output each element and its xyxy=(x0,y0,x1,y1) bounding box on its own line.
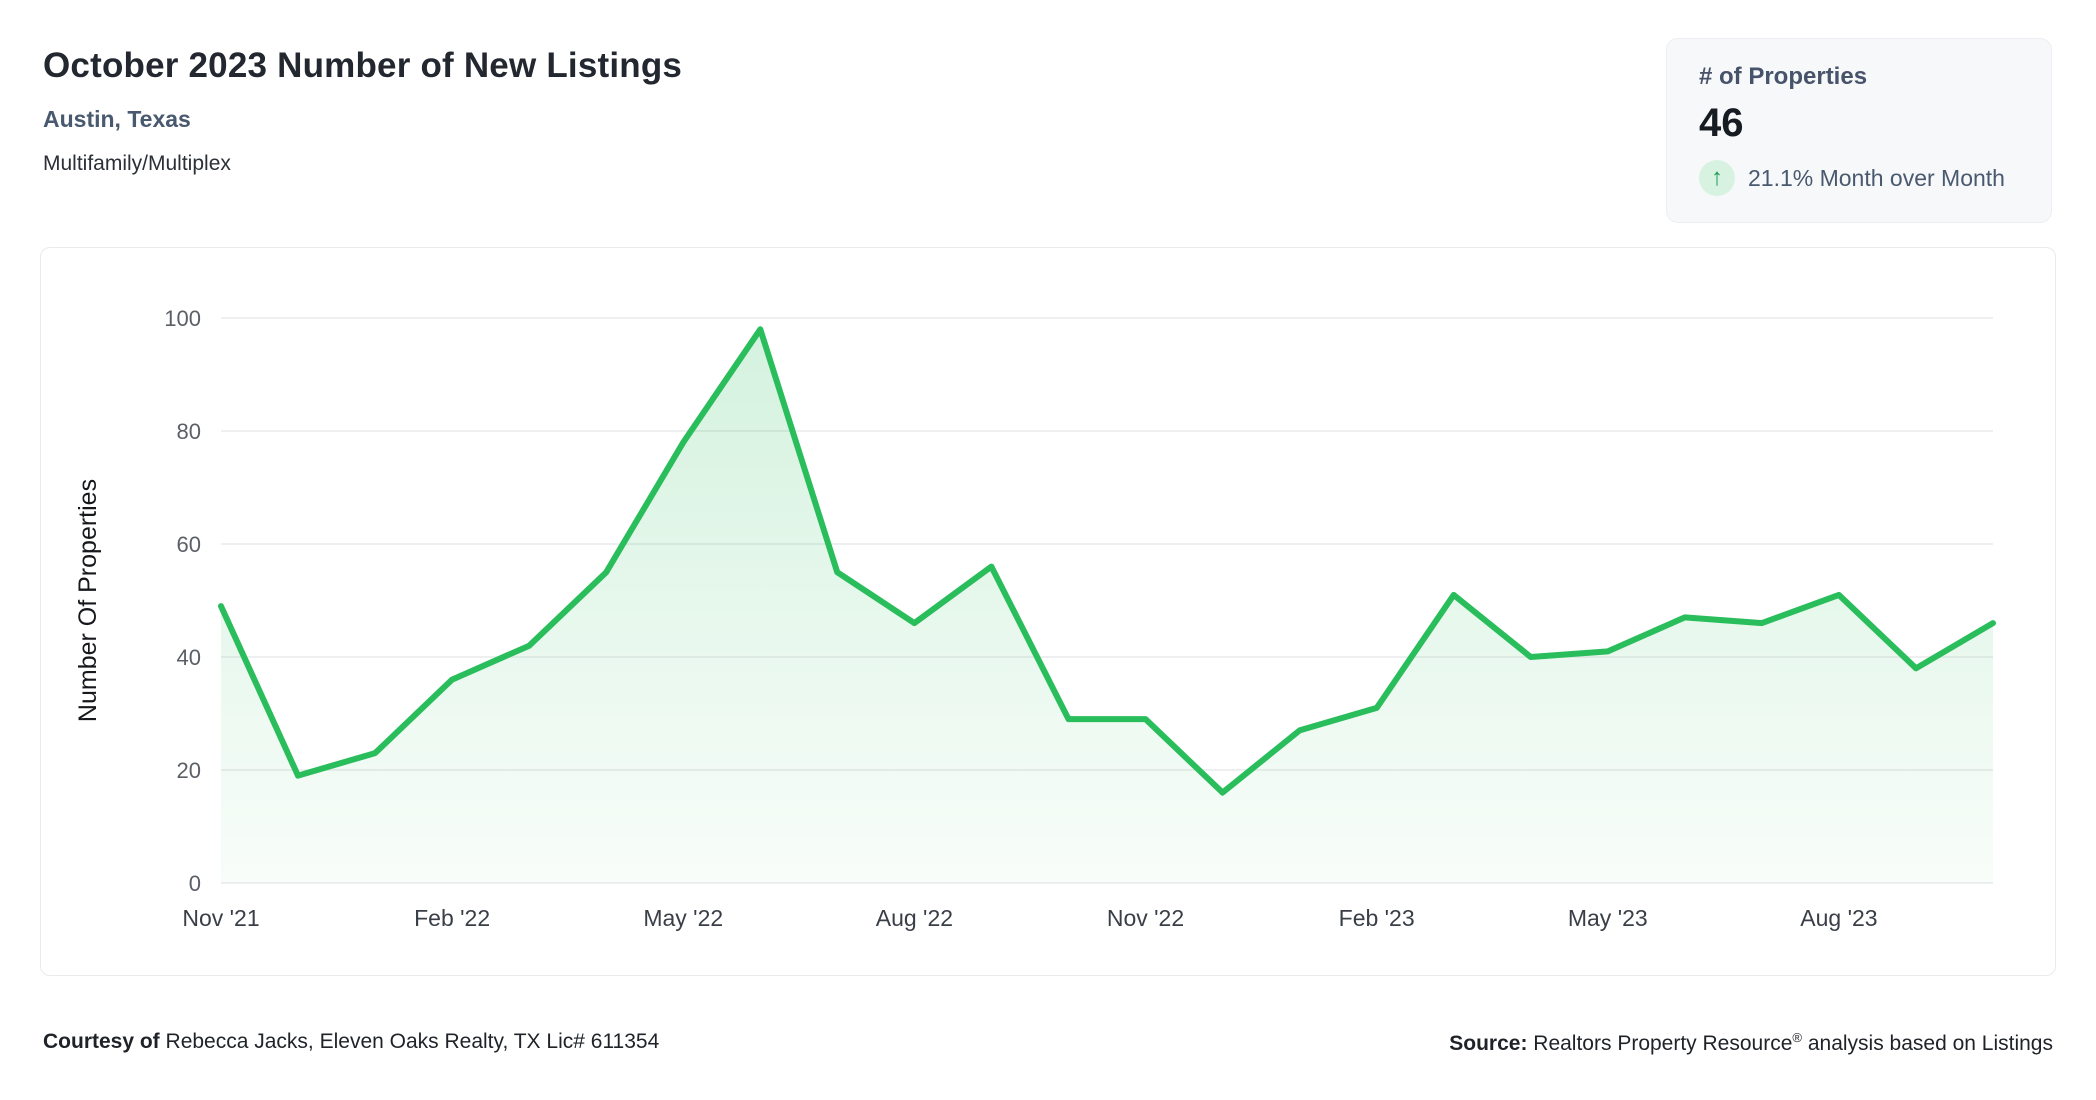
page-title: October 2023 Number of New Listings xyxy=(43,46,683,85)
y-tick-label: 0 xyxy=(189,871,201,896)
stat-change-row: ↑ 21.1% Month over Month xyxy=(1699,160,2019,196)
stat-change-text: 21.1% Month over Month xyxy=(1748,164,2005,191)
y-tick-label: 80 xyxy=(177,419,201,444)
chart-card: 0 20 40 60 80 100 Nov '21 Feb '22 May '22 Aug '22… xyxy=(40,247,2056,976)
y-tick-label: 40 xyxy=(177,645,201,670)
listings-area-chart: 0 20 40 60 80 100 Nov '21 Feb '22 May '22 Aug '22… xyxy=(74,306,1996,931)
arrow-up-icon: ↑ xyxy=(1699,160,1735,196)
x-tick-label: May '22 xyxy=(643,905,723,931)
source-footer: Source: Realtors Property Resource® anal… xyxy=(1449,1030,2053,1056)
properties-stat-card: # of Properties 46 ↑ 21.1% Month over Mo… xyxy=(1666,38,2052,223)
location-subtitle: Austin, Texas xyxy=(43,106,191,132)
courtesy-footer: Courtesy of Rebecca Jacks, Eleven Oaks R… xyxy=(43,1030,659,1054)
source-label: Source: xyxy=(1449,1032,1528,1055)
source-text: Realtors Property Resource xyxy=(1527,1032,1793,1055)
stat-label: # of Properties xyxy=(1699,63,1868,90)
x-tick-label: Nov '22 xyxy=(1107,905,1184,931)
x-tick-label: Aug '23 xyxy=(1800,905,1877,931)
y-axis-tick-labels: 0 20 40 60 80 100 xyxy=(164,306,201,896)
y-tick-label: 60 xyxy=(177,532,201,557)
x-tick-label: Feb '22 xyxy=(414,905,490,931)
x-axis-tick-labels: Nov '21 Feb '22 May '22 Aug '22 Nov '22 Feb '… xyxy=(182,905,1877,931)
x-tick-label: Feb '23 xyxy=(1339,905,1415,931)
y-tick-label: 100 xyxy=(164,306,201,331)
y-tick-label: 20 xyxy=(177,758,201,783)
x-tick-label: Nov '21 xyxy=(182,905,259,931)
property-type-label: Multifamily/Multiplex xyxy=(43,152,231,175)
trend-line xyxy=(218,326,1996,796)
area-fill xyxy=(221,329,1993,883)
x-tick-label: May '23 xyxy=(1568,905,1648,931)
x-tick-label: Aug '22 xyxy=(876,905,953,931)
y-axis-title: Number Of Properties xyxy=(74,479,102,722)
source-text-tail: analysis based on Listings xyxy=(1802,1032,2053,1055)
courtesy-text: Rebecca Jacks, Eleven Oaks Realty, TX Li… xyxy=(159,1030,660,1053)
courtesy-label: Courtesy of xyxy=(43,1030,160,1053)
registered-trademark-mark: ® xyxy=(1792,1030,1802,1045)
stat-value: 46 xyxy=(1699,101,1744,145)
